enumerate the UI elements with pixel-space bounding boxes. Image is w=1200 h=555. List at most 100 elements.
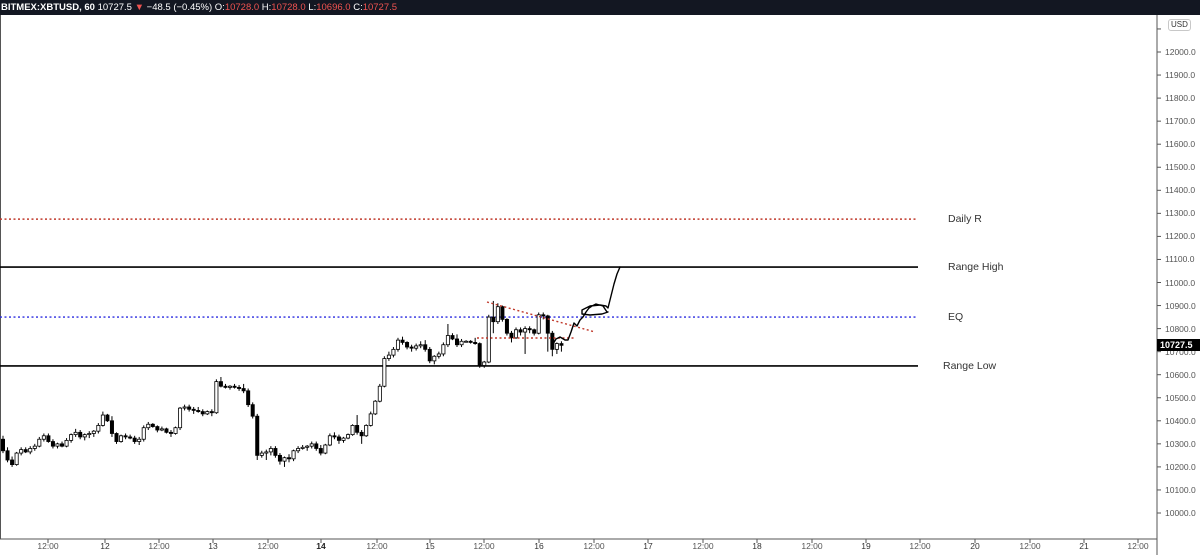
bull-candle [346, 434, 351, 439]
x-tick-label: 17 [643, 541, 653, 551]
bull-candle [282, 457, 287, 462]
x-tick-label: 13 [208, 541, 218, 551]
x-tick-label: 12:00 [37, 541, 59, 551]
bear-candle [532, 329, 537, 334]
bull-candle [69, 434, 74, 441]
bull-candle [137, 438, 142, 442]
bull-candle [64, 439, 69, 447]
bear-candle [191, 408, 196, 411]
bear-candle [164, 428, 169, 433]
price-change: −48.5 (−0.45%) [146, 2, 213, 13]
bull-candle [159, 428, 164, 431]
bull-candle [373, 400, 378, 415]
bull-candle [309, 443, 314, 447]
bear-candle [509, 332, 514, 339]
bull-candle [141, 427, 146, 440]
bear-candle [277, 454, 282, 462]
x-tick-label: 12:00 [801, 541, 823, 551]
bear-candle [78, 431, 83, 438]
bear-candle [450, 335, 455, 340]
bear-candle [132, 437, 137, 442]
bear-candle [541, 314, 546, 317]
open-value: 10728.0 [224, 2, 260, 13]
currency-badge[interactable]: USD [1168, 19, 1191, 31]
bear-candle [123, 435, 128, 438]
bull-candle [19, 449, 24, 454]
y-tick-label: 12000.0 [1165, 47, 1196, 57]
bear-candle [468, 340, 473, 343]
bear-candle [405, 342, 410, 348]
bull-candle [364, 425, 369, 437]
open-label: O: [214, 2, 225, 13]
bear-candle [409, 346, 414, 349]
y-tick-label: 11100.0 [1165, 254, 1195, 265]
bear-candle [287, 457, 292, 460]
bull-candle [554, 343, 559, 350]
bull-candle [37, 438, 42, 447]
bear-candle [314, 443, 319, 449]
bull-candle [55, 443, 60, 447]
bear-candle [150, 423, 155, 427]
bull-candle [514, 329, 519, 339]
x-tick-label: 12:00 [1019, 541, 1041, 551]
bull-candle [73, 431, 78, 436]
bear-candle [155, 426, 160, 431]
bear-candle [273, 448, 278, 456]
x-tick-label: 12:00 [148, 541, 170, 551]
range-low-label: Range Low [943, 359, 997, 372]
y-tick-label: 11300.0 [1165, 208, 1196, 219]
bull-candle [173, 427, 178, 434]
bear-candle [400, 339, 405, 343]
bull-candle [523, 328, 528, 333]
y-tick-label: 11200.0 [1165, 231, 1196, 242]
bear-candle [187, 406, 192, 410]
bear-candle [250, 404, 255, 417]
x-tick-label: 12 [100, 541, 110, 551]
bear-candle [128, 436, 133, 439]
eq-label: EQ [948, 311, 964, 324]
symbol-label[interactable]: BITMEX:XBTUSD, 60 [1, 2, 95, 13]
bull-candle [41, 435, 46, 440]
bull-candle [100, 414, 105, 426]
x-tick-label: 15 [425, 541, 435, 551]
close-value: 10727.5 [362, 2, 398, 13]
bull-candle [377, 385, 382, 402]
bear-candle [0, 438, 6, 452]
bull-candle [182, 406, 187, 409]
bull-candle [227, 385, 232, 388]
x-tick-label: 14 [316, 541, 326, 551]
bear-candle [355, 425, 360, 433]
x-tick-label: 12:00 [909, 541, 931, 551]
bear-candle [46, 435, 51, 442]
chart-canvas[interactable] [0, 15, 1200, 555]
y-tick-label: 11000.0 [1165, 277, 1196, 288]
triangle-upper-trendline [486, 301, 596, 333]
bear-candle [500, 306, 505, 320]
bear-candle [473, 342, 478, 344]
bear-candle [518, 329, 523, 333]
bear-candle [504, 318, 509, 334]
bull-candle [291, 450, 296, 460]
x-tick-label: 21 [1079, 541, 1089, 551]
bull-candle [391, 348, 396, 356]
bull-candle [445, 335, 450, 346]
projection-path [552, 266, 621, 345]
bull-candle [205, 411, 210, 415]
bear-candle [359, 431, 364, 437]
bull-candle [28, 448, 33, 453]
x-tick-label: 12:00 [583, 541, 605, 551]
bull-candle [418, 344, 423, 347]
bear-candle [550, 332, 555, 350]
down-triangle-icon: ▼ [134, 2, 144, 13]
bear-candle [209, 411, 214, 414]
bull-candle [32, 445, 37, 449]
bear-candle [246, 390, 251, 406]
x-tick-label: 12:00 [257, 541, 279, 551]
bear-candle [237, 386, 242, 389]
bull-candle [323, 444, 328, 454]
y-tick-label: 11700.0 [1165, 116, 1196, 127]
x-tick-label: 18 [752, 541, 762, 551]
y-tick-label: 10100.0 [1165, 484, 1196, 495]
y-tick-label: 10300.0 [1165, 438, 1196, 449]
bull-candle [96, 425, 101, 432]
